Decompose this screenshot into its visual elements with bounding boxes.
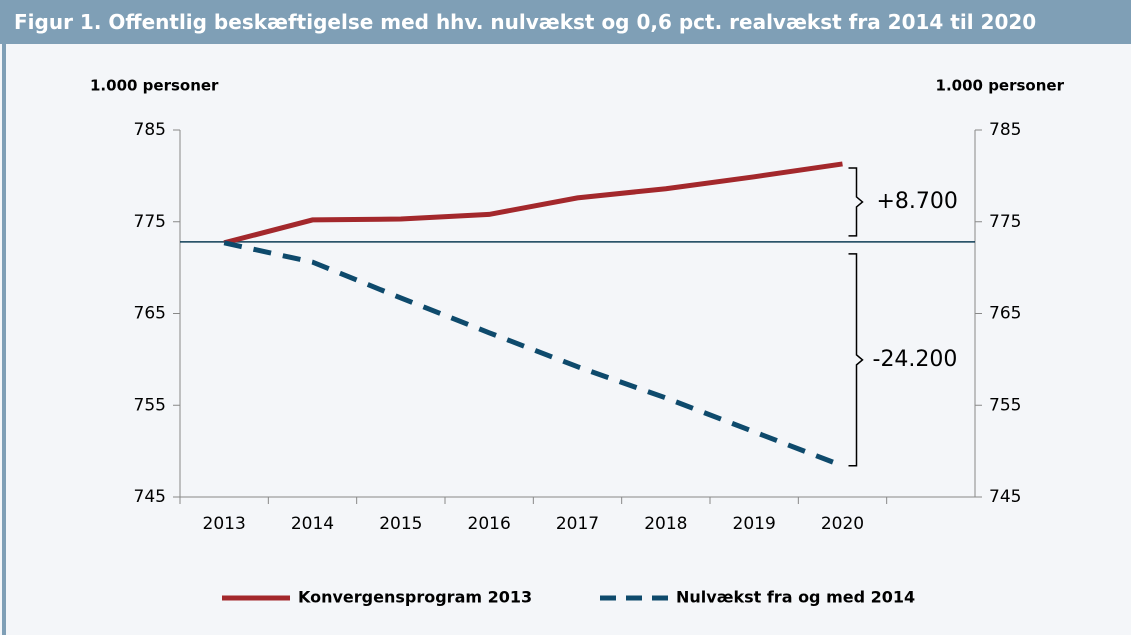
brace-upper (848, 167, 864, 237)
x-tick-label: 2019 (733, 514, 776, 534)
y-axis-label: 1.000 personer (90, 77, 219, 95)
legend-label: Konvergensprogram 2013 (298, 588, 532, 607)
y-tick-label: 765 (134, 304, 166, 324)
x-tick-label: 2017 (556, 514, 599, 534)
x-tick-label: 2016 (468, 514, 511, 534)
y2-tick-label: 785 (989, 120, 1021, 140)
y2-tick-label: 755 (989, 395, 1021, 415)
x-tick-label: 2013 (203, 514, 246, 534)
y-tick-label: 785 (134, 120, 166, 140)
y2-axis-label: 1.000 personer (936, 77, 1065, 95)
brace-lower (848, 253, 864, 467)
annotation: -24.200 (873, 347, 958, 372)
annotation: +8.700 (877, 189, 958, 214)
series-line (223, 161, 843, 246)
series-line (223, 240, 844, 469)
y-tick-label: 755 (134, 395, 166, 415)
x-tick-label: 2018 (644, 514, 687, 534)
y2-tick-label: 765 (989, 304, 1021, 324)
y-tick-label: 745 (134, 487, 166, 507)
chart-title: Figur 1. Offentlig beskæftigelse med hhv… (0, 0, 1131, 44)
y2-tick-label: 775 (989, 212, 1021, 232)
x-tick-label: 2015 (379, 514, 422, 534)
y2-tick-label: 745 (989, 487, 1021, 507)
y-tick-label: 775 (134, 212, 166, 232)
legend-label: Nulvækst fra og med 2014 (676, 588, 915, 607)
x-tick-label: 2014 (291, 514, 334, 534)
x-tick-label: 2020 (821, 514, 864, 534)
